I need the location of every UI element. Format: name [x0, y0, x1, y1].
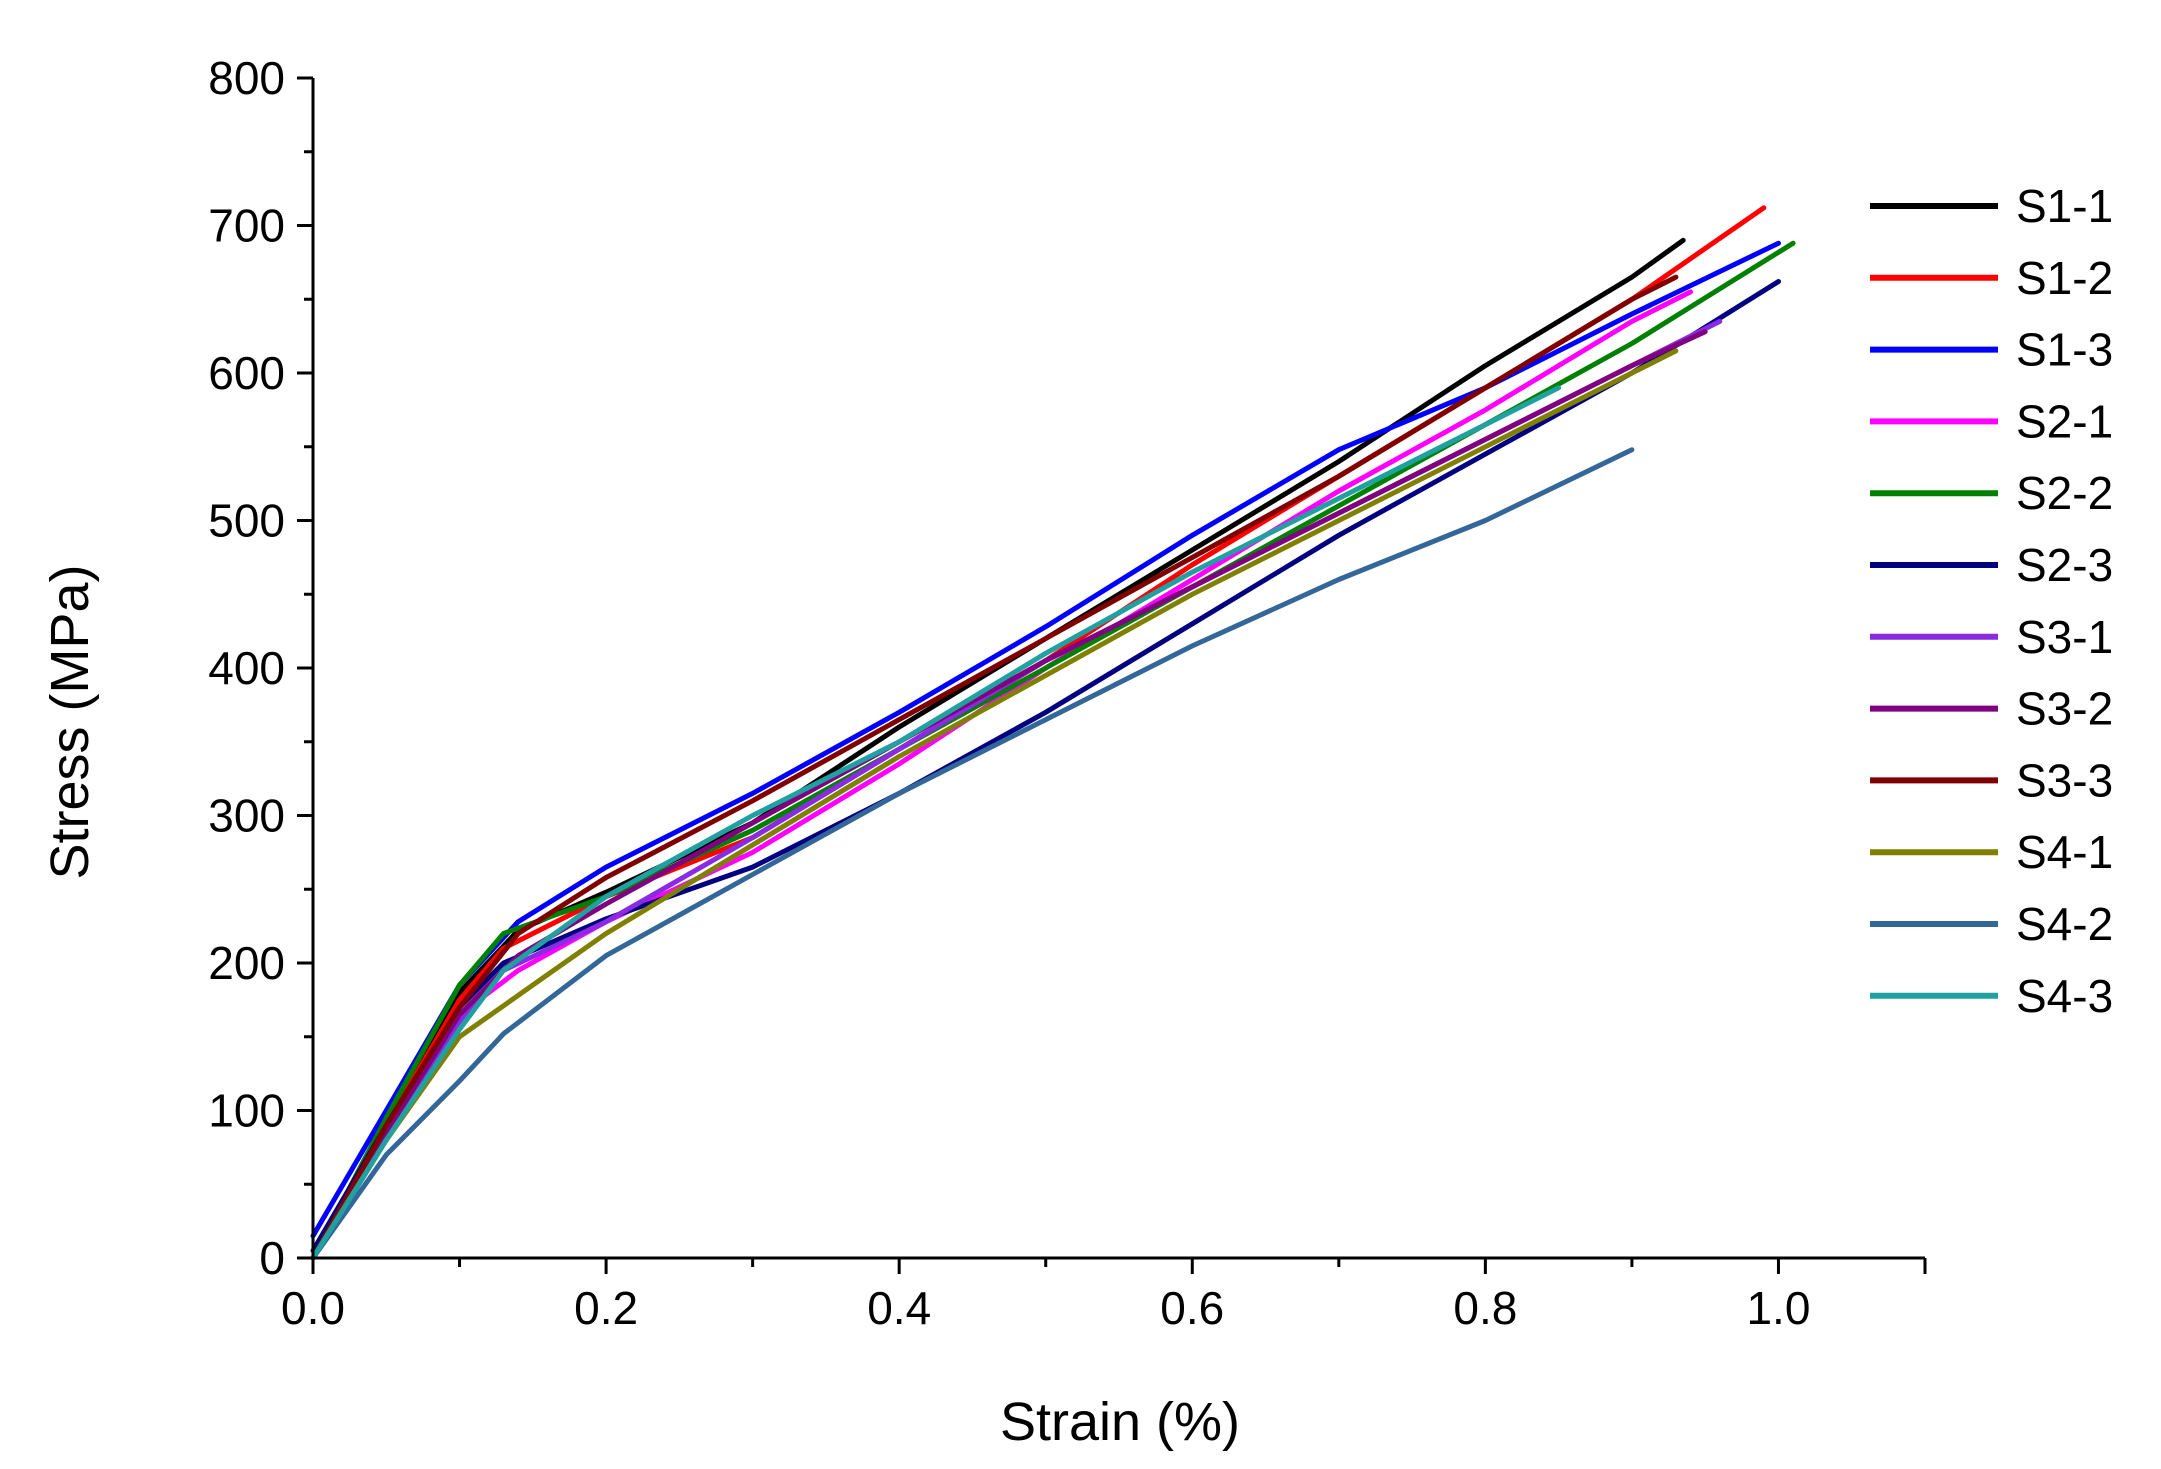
axes-layer: 0 100 200 300 400 500 600 700 800 0.0 0.2 0.4 0.6 0.8…	[208, 52, 1927, 1334]
x-tick-label: 0.0	[281, 1282, 345, 1334]
y-tick-label: 500	[208, 495, 285, 547]
x-tick-label: 0.2	[574, 1282, 638, 1334]
legend-label-S4-3: S4-3	[2016, 970, 2113, 1022]
legend: S1-1 S1-2 S1-3 S2-1 S2-2 S2-3 S3-1 S3-2 S3-3 S4-1…	[1870, 180, 2113, 1022]
x-tick-label: 0.6	[1160, 1282, 1224, 1334]
series-line-S3-3	[310, 274, 1679, 1261]
legend-label-S3-3: S3-3	[2016, 754, 2113, 806]
series-line-S1-1	[310, 237, 1686, 1261]
y-tick-label: 100	[208, 1085, 285, 1137]
legend-label-S2-2: S2-2	[2016, 467, 2113, 519]
legend-label-S4-1: S4-1	[2016, 826, 2113, 878]
y-tick-label: 200	[208, 937, 285, 989]
y-tick-label: 0	[259, 1232, 285, 1284]
y-tick-label: 700	[208, 200, 285, 252]
y-tick-label: 400	[208, 642, 285, 694]
legend-label-S2-1: S2-1	[2016, 395, 2113, 447]
y-tick-label: 800	[208, 52, 285, 104]
series-line-S4-1	[310, 348, 1679, 1261]
legend-label-S3-2: S3-2	[2016, 683, 2113, 735]
x-tick-label: 1.0	[1746, 1282, 1810, 1334]
x-tick-label: 0.4	[867, 1282, 931, 1334]
y-tick-label: 600	[208, 347, 285, 399]
legend-label-S3-1: S3-1	[2016, 611, 2113, 663]
series-layer	[310, 205, 1796, 1261]
x-tick-label: 0.8	[1453, 1282, 1517, 1334]
legend-label-S1-1: S1-1	[2016, 180, 2113, 232]
x-axis-title: Strain (%)	[1000, 1392, 1240, 1452]
legend-label-S1-2: S1-2	[2016, 252, 2113, 304]
legend-label-S1-3: S1-3	[2016, 324, 2113, 376]
legend-label-S2-3: S2-3	[2016, 539, 2113, 591]
y-tick-label: 300	[208, 790, 285, 842]
series-line-S4-3	[310, 385, 1562, 1261]
legend-label-S4-2: S4-2	[2016, 898, 2113, 950]
series-line-S4-2	[310, 447, 1635, 1261]
y-axis-title: Stress (MPa)	[40, 564, 100, 879]
